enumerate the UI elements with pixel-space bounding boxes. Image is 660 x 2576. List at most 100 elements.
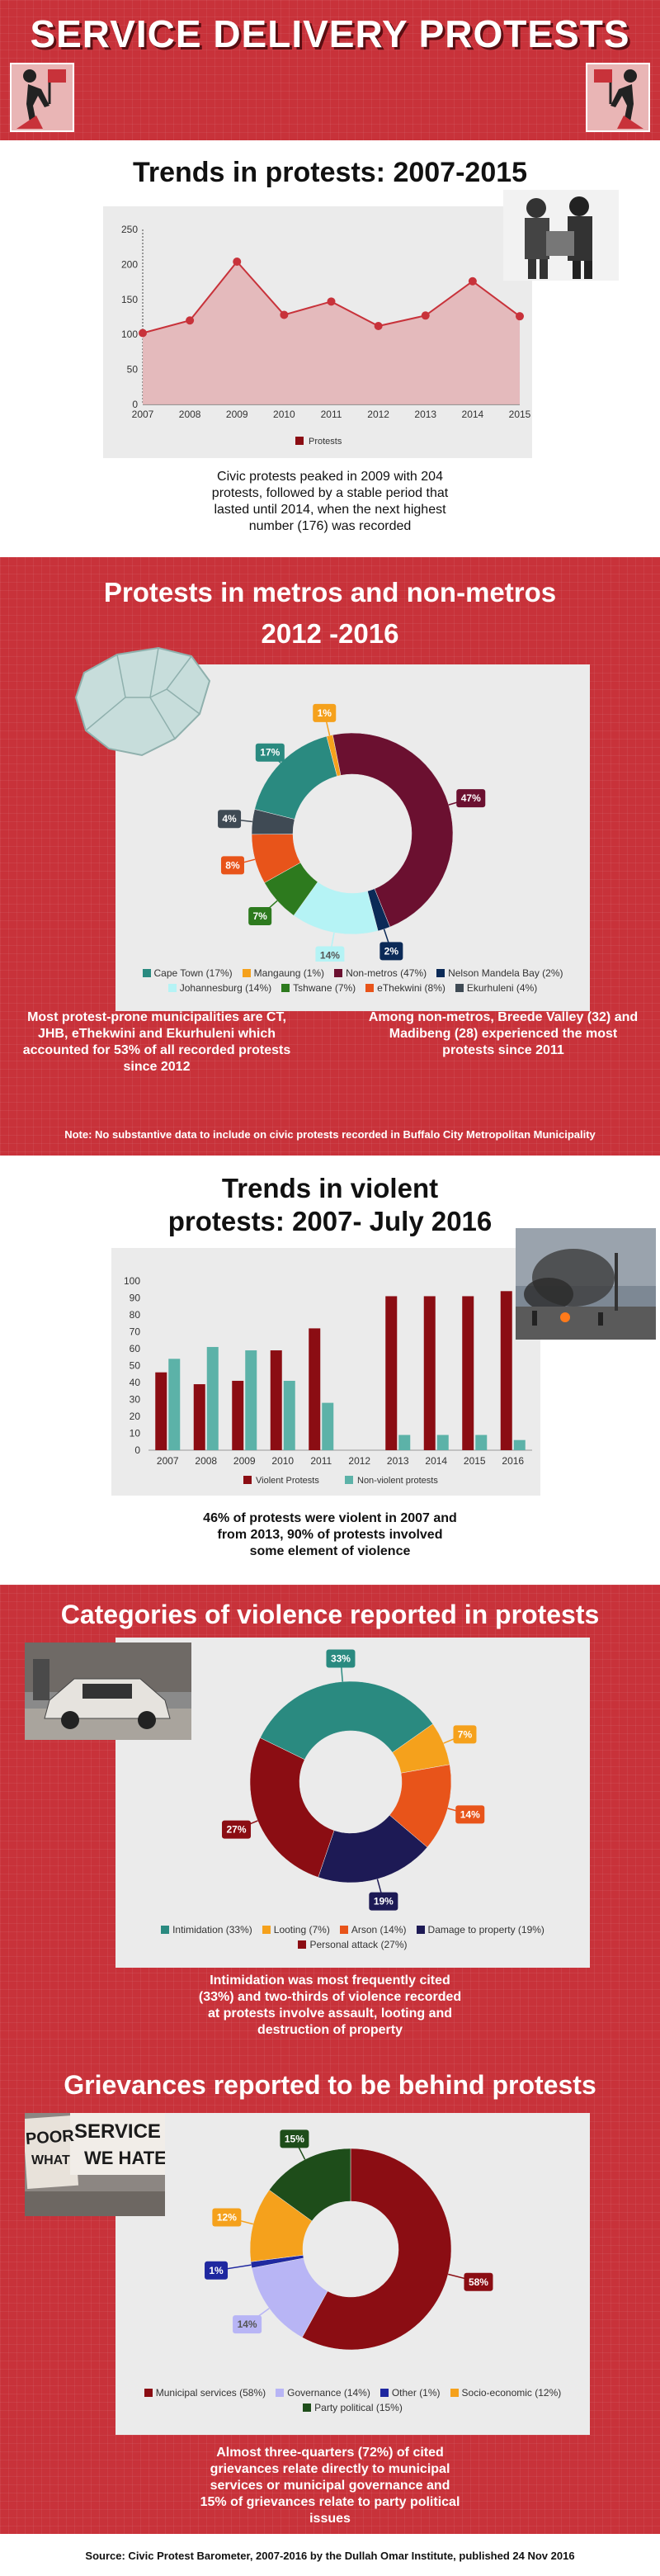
legend-item: eThekwini (8%) [365,982,446,994]
data-label-box [233,2315,262,2334]
metros-caption-right: Among non-metros, Breede Valley (32) and… [368,1010,639,1057]
y-tick-label: 50 [127,364,139,376]
legend-item: Municipal services (58%) [144,2387,266,2399]
protester-left-icon [10,63,74,132]
header-banner: SERVICE DELIVERY PROTESTS [0,0,660,140]
legend-label: Personal attack (27%) [309,1939,408,1950]
data-label-box [380,942,403,961]
legend-label: Party political (15%) [314,2402,403,2413]
bar [500,1291,512,1450]
y-tick-label: 20 [130,1411,141,1422]
protests-point [468,277,477,286]
bar [283,1380,295,1450]
bar [513,1439,526,1450]
x-tick-label: 2007 [157,1455,179,1467]
violent-chart-panel: 0 10 20 30 40 50 60 70 80 90 100 2007 2008 2009 2010 20… [111,1248,540,1496]
data-label: 58% [469,2276,488,2288]
protests-point [374,322,383,331]
y-tick-label: 80 [130,1309,141,1321]
bar [168,1359,181,1450]
data-label-box [453,1725,477,1744]
legend-label: Ekurhuleni (4%) [466,982,538,994]
grievances-caption: Almost three-quarters (72%) of cited gri… [200,2446,460,2526]
data-label-box [280,2129,309,2148]
bar [232,1380,244,1450]
protests-point [233,258,242,267]
donut-slice [249,1737,335,1878]
legend-label: Non-violent protests [357,1476,438,1486]
y-tick-label: 100 [121,328,138,340]
protests-point [186,316,195,325]
bar [475,1435,488,1450]
y-tick-label: 0 [132,399,138,410]
legend-label: Looting (7%) [273,1924,330,1936]
violent-bar-chart: 0 10 20 30 40 50 60 70 80 90 100 2007 2008 2009 2010 20… [124,1275,532,1486]
x-tick-label: 2011 [321,409,342,420]
trends-section: Trends in protests: 2007-2015 0 50 100 150 2… [0,140,660,557]
y-tick-label: 50 [130,1360,141,1372]
x-tick-label: 2009 [233,1455,256,1467]
data-label: 7% [253,910,268,922]
legend-swatch [281,984,290,992]
grievances-section: Grievances reported to be behind protest… [0,2047,660,2534]
trends-title: Trends in protests: 2007-2015 [132,157,528,188]
legend-item: Socio-economic (12%) [450,2387,562,2399]
legend-label: Cape Town (17%) [153,967,233,979]
x-tick-label: 2012 [348,1455,370,1467]
data-label: 47% [461,792,481,804]
bar [309,1328,321,1450]
legend-label: Mangaung (1%) [253,967,325,979]
metros-caption-left: Most protest-prone municipalities are CT… [22,1010,291,1074]
y-tick-label: 100 [124,1275,140,1287]
bar [206,1346,219,1450]
trends-chart-panel: 0 50 100 150 200 250 2007 2008 2009 2010 2011 2012 2… [103,206,532,458]
donut-slice [268,2148,351,2222]
legend-swatch [455,984,464,992]
burning-street-photo [516,1228,656,1340]
legend-label: Nelson Mandela Bay (2%) [448,967,563,979]
legend-label: Socio-economic (12%) [461,2387,562,2399]
svg-text:POOR: POOR [25,2127,75,2148]
legend-swatch [262,1926,271,1934]
legend-item: Personal attack (27%) [298,1939,408,1950]
metros-donut-chart: 17% 1% 47% 2% 14% 7% 8% 4% [218,703,486,965]
bar [193,1384,205,1450]
legend-item: Cape Town (17%) [142,967,233,979]
donut-slice [301,2148,452,2351]
grievances-donut-chart: 58% 14% 1% 12% 15% [205,2129,493,2351]
x-tick-label: 2009 [226,409,248,420]
protests-point [280,310,289,319]
donut-slice [251,809,295,835]
protests-point [516,312,524,321]
bar [398,1435,411,1450]
y-tick-label: 200 [121,258,138,270]
bar [423,1296,436,1450]
x-tick-label: 2014 [462,409,484,420]
legend-swatch [276,2389,285,2397]
protest-sign-text: SERVICE [74,2120,161,2143]
x-tick-label: 2014 [425,1455,447,1467]
categories-section: Categories of violence reported in prote… [0,1585,660,2047]
x-tick-label: 2013 [387,1455,409,1467]
violent-title: Trends in violent protests: 2007- July 2… [167,1173,493,1236]
legend-item: Other (1%) [380,2387,441,2399]
grievances-legend: Municipal services (58%) Governance (14%)… [132,2385,573,2415]
categories-legend: Intimidation (33%) Looting (7%) Arson (14%… [148,1922,557,1952]
data-label-box [313,703,337,722]
legend-swatch [450,2389,459,2397]
grievances-chart-panel: 58% 14% 1% 12% 15% Municipal services (58%) G… [116,2113,590,2435]
categories-donut-chart: 33% 7% 14% 19% 27% [222,1649,485,1911]
protests-point [139,328,147,338]
data-label: 14% [460,1808,480,1820]
legend-item: Arson (14%) [339,1924,407,1936]
protest-sign-photo: SERVICE WE HATE POOR WHAT [25,2113,165,2216]
x-tick-label: 2010 [273,409,295,420]
legend-swatch [345,1476,353,1484]
categories-chart-panel: 33% 7% 14% 19% 27% Intimidation (33%) Looting… [116,1638,590,1968]
x-tick-label: 2011 [310,1455,332,1467]
legend-item: Non-metros (47%) [334,967,427,979]
legend-item: Looting (7%) [262,1924,330,1936]
bar [155,1372,167,1450]
bar [245,1350,257,1450]
x-tick-label: 2013 [414,409,436,420]
